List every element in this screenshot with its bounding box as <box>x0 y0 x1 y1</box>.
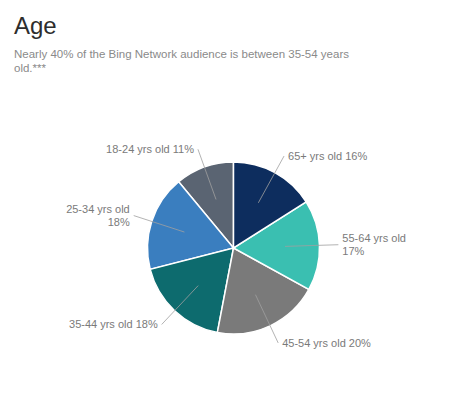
annotation: 65+ yrs old 16% <box>288 150 367 162</box>
leader-line <box>134 216 185 232</box>
annotation: 35-44 yrs old 18% <box>69 318 158 330</box>
leader-line <box>198 149 216 199</box>
leader-line <box>258 156 284 203</box>
pie-slice <box>234 162 307 248</box>
annotation: 55-64 yrs old17% <box>342 232 406 257</box>
title: Age <box>14 12 57 39</box>
annotation: 25-34 yrs old18% <box>66 203 130 228</box>
leader-line <box>162 286 199 325</box>
leader-line <box>255 295 278 343</box>
annotation: 18-24 yrs old 11% <box>106 143 194 155</box>
chart: Age Nearly 40% of the Bing Network audien… <box>0 0 467 395</box>
annotation: 45-54 yrs old 20% <box>282 337 371 349</box>
pie <box>148 162 320 334</box>
leader-line <box>285 245 338 247</box>
subtitle: Nearly 40% of the Bing Network audience … <box>14 48 349 74</box>
annotations: 18-24 yrs old 11% 25-34 yrs old18% 35-44 y… <box>66 143 406 349</box>
